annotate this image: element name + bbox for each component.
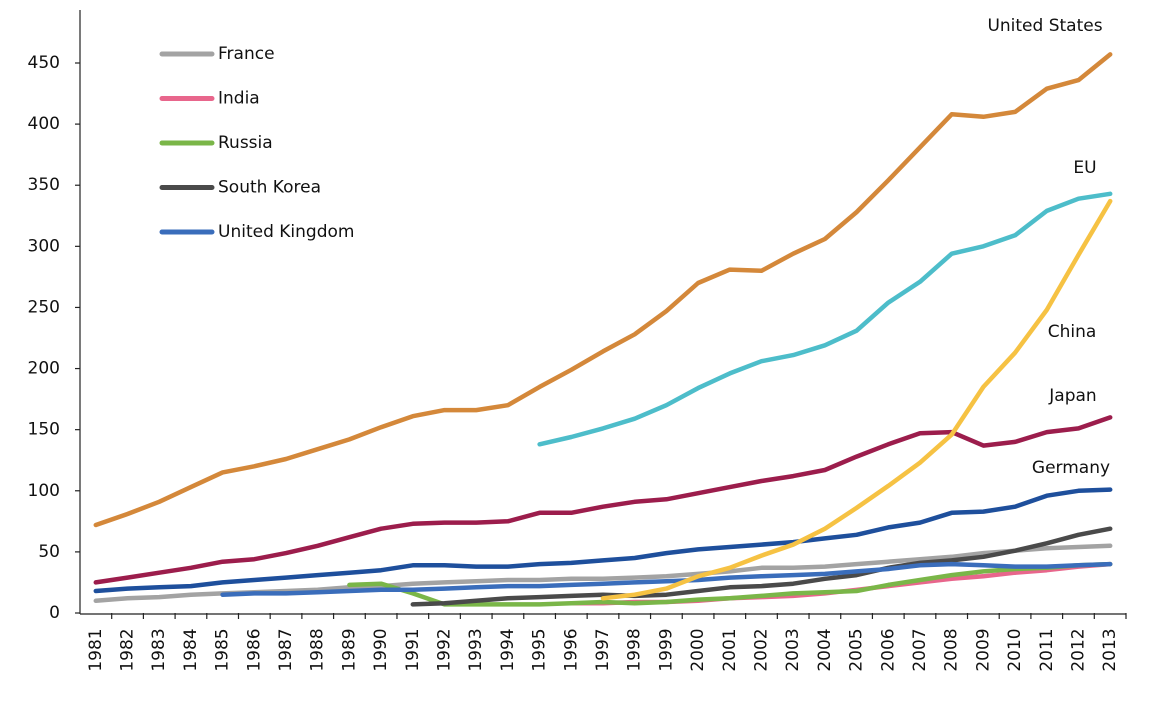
series-line	[93, 415, 1113, 585]
x-tick-label: 1987	[276, 628, 296, 671]
x-tick-label: 2013	[1100, 628, 1120, 671]
y-tick-label: 50	[38, 542, 60, 562]
y-tick-label: 150	[28, 420, 60, 440]
y-tick-label: 350	[28, 175, 60, 195]
x-tick-label: 2004	[815, 628, 835, 671]
series-line	[93, 487, 1113, 594]
series-label: China	[1048, 322, 1097, 342]
x-tick-label: 1986	[244, 628, 264, 671]
legend-label: India	[218, 89, 260, 109]
y-tick-label: 300	[28, 236, 60, 256]
y-tick-label: 250	[28, 297, 60, 317]
series-label: Germany	[1032, 458, 1110, 478]
x-tick-label: 1985	[213, 628, 233, 671]
series-line	[410, 526, 1113, 607]
x-tick-label: 1988	[308, 628, 328, 671]
x-tick-label: 1996	[561, 628, 581, 671]
x-tick-label: 1992	[435, 628, 455, 671]
series-line	[600, 198, 1113, 601]
y-tick-label: 450	[28, 53, 60, 73]
y-tick-label: 100	[28, 481, 60, 501]
x-tick-label: 1994	[498, 628, 518, 671]
legend-label: United Kingdom	[218, 222, 354, 242]
legend-label: South Korea	[218, 178, 321, 198]
x-tick-label: 1998	[625, 628, 645, 671]
x-tick-label: 2005	[847, 628, 867, 671]
series-line	[537, 191, 1113, 447]
x-tick-label: 2000	[688, 628, 708, 671]
x-tick-label: 1997	[593, 628, 613, 671]
x-tick-label: 1982	[118, 628, 138, 671]
x-tick-label: 1989	[339, 628, 359, 671]
legend-label: France	[218, 44, 275, 64]
x-tick-label: 2003	[783, 628, 803, 671]
y-tick-label: 0	[49, 603, 60, 623]
x-tick-label: 1981	[86, 628, 106, 671]
series-line	[347, 561, 1113, 607]
x-tick-label: 2009	[973, 628, 993, 671]
x-tick-label: 2008	[942, 628, 962, 671]
y-tick-label: 200	[28, 359, 60, 379]
x-tick-label: 1984	[181, 628, 201, 671]
x-tick-label: 1990	[371, 628, 391, 671]
x-tick-label: 2012	[1068, 628, 1088, 671]
x-tick-label: 1993	[466, 628, 486, 671]
x-tick-label: 2010	[1005, 628, 1025, 671]
legend-label: Russia	[218, 133, 273, 153]
x-tick-label: 2011	[1037, 628, 1057, 671]
y-tick-label: 400	[28, 114, 60, 134]
x-tick-label: 2001	[720, 628, 740, 671]
x-tick-label: 1995	[530, 628, 550, 671]
x-tick-label: 1999	[656, 628, 676, 671]
x-tick-label: 2006	[878, 628, 898, 671]
series-label: EU	[1073, 158, 1096, 178]
x-tick-label: 2007	[910, 628, 930, 671]
x-tick-label: 1991	[403, 628, 423, 671]
series-label: United States	[987, 16, 1102, 36]
series-line	[220, 561, 1113, 597]
series-line	[93, 52, 1113, 528]
series-label: Japan	[1048, 386, 1096, 406]
x-tick-label: 1983	[149, 628, 169, 671]
x-tick-label: 2002	[751, 628, 771, 671]
